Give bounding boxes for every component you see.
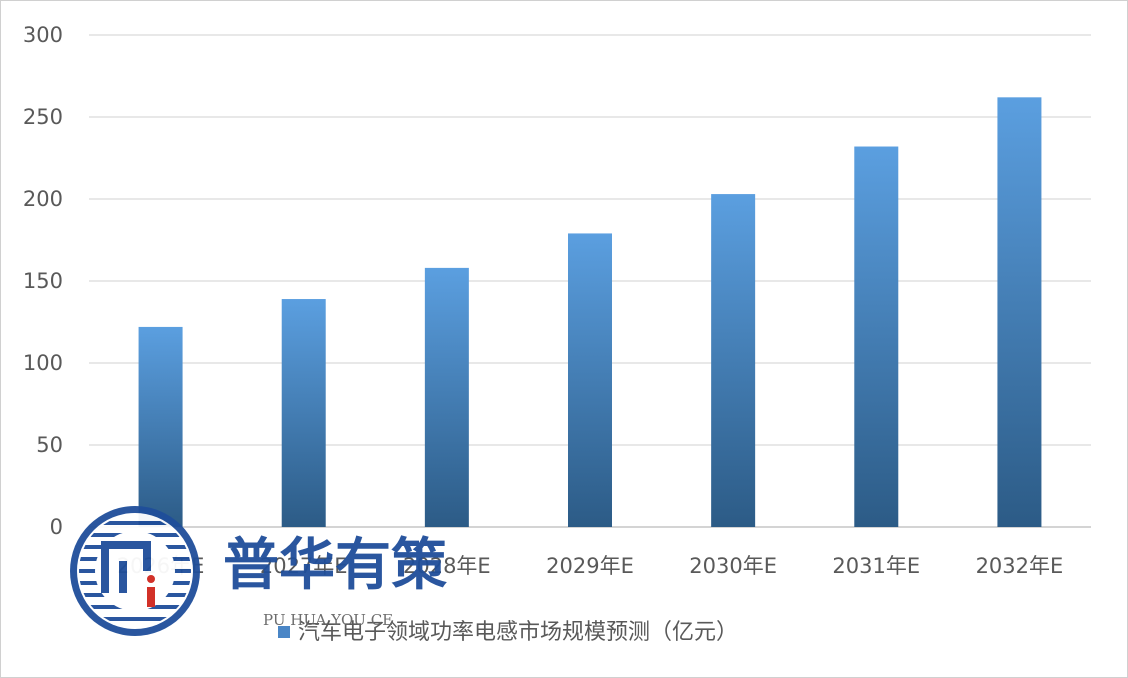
y-tick-label: 0 <box>50 515 63 539</box>
bar <box>138 326 183 527</box>
watermark-logo: 普华有策 PU HUA YOU CE <box>70 506 447 636</box>
bar <box>281 299 326 527</box>
watermark-name: 普华有策 <box>223 533 447 598</box>
legend-swatch <box>278 626 290 638</box>
bar <box>854 146 899 527</box>
x-tick-label: 2028年E <box>403 554 491 578</box>
bar <box>711 194 756 527</box>
watermark-subtitle: PU HUA YOU CE <box>263 611 393 629</box>
y-tick-label: 300 <box>23 23 63 47</box>
x-axis-ticks: 2026年E2027年E2028年E2029年E2030年E2031年E2032… <box>117 554 1064 578</box>
bar <box>424 267 469 527</box>
x-tick-label: 2027年E <box>260 554 348 578</box>
legend-label: 汽车电子领域功率电感市场规模预测（亿元） <box>298 620 738 645</box>
bar <box>997 97 1042 527</box>
y-tick-label: 200 <box>23 187 63 211</box>
x-tick-label: 2029年E <box>546 554 634 578</box>
y-axis-ticks: 0 50 100 150 200 250 300 <box>23 23 63 539</box>
x-tick-label: 2030年E <box>689 554 777 578</box>
y-tick-label: 100 <box>23 351 63 375</box>
y-tick-label: 250 <box>23 105 63 129</box>
bar <box>568 233 612 527</box>
bars <box>138 97 1042 527</box>
y-tick-label: 150 <box>23 269 63 293</box>
x-tick-label: 2031年E <box>832 554 920 578</box>
logo-emblem-icon <box>70 506 200 636</box>
legend: 汽车电子领域功率电感市场规模预测（亿元） <box>278 620 738 645</box>
y-tick-label: 50 <box>36 433 63 457</box>
x-tick-label: 2032年E <box>976 554 1064 578</box>
